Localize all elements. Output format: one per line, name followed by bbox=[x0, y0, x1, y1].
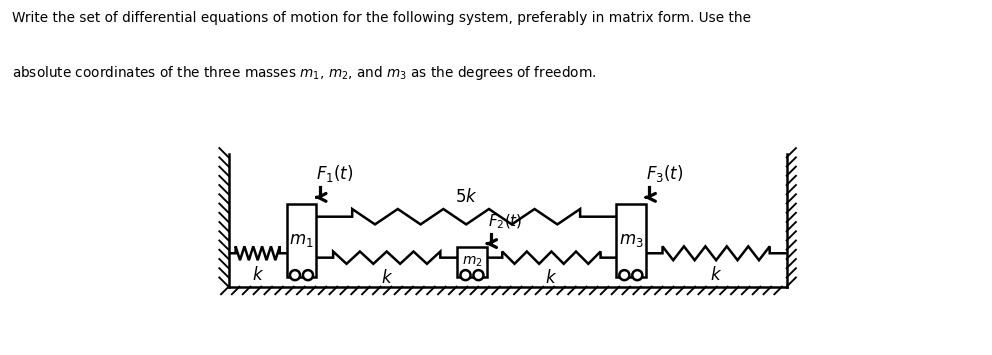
Bar bbox=[616, 203, 646, 277]
Text: absolute coordinates of the three masses $m_1$, $m_2$, and $m_3$ as the degrees : absolute coordinates of the three masses… bbox=[12, 64, 596, 82]
Circle shape bbox=[473, 270, 483, 280]
Text: $m_1$: $m_1$ bbox=[290, 231, 313, 249]
Circle shape bbox=[303, 270, 313, 280]
Bar bbox=[287, 203, 316, 277]
Text: $k$: $k$ bbox=[546, 269, 558, 287]
Text: $k$: $k$ bbox=[252, 266, 264, 284]
Text: $F_2(t)$: $F_2(t)$ bbox=[488, 213, 523, 231]
Text: Write the set of differential equations of motion for the following system, pref: Write the set of differential equations … bbox=[12, 11, 751, 24]
Text: $m_2$: $m_2$ bbox=[461, 255, 482, 269]
Text: $m_3$: $m_3$ bbox=[618, 231, 643, 249]
Bar bbox=[457, 247, 487, 277]
Text: $k$: $k$ bbox=[710, 266, 722, 284]
Text: $F_1(t)$: $F_1(t)$ bbox=[316, 163, 354, 184]
Circle shape bbox=[460, 270, 470, 280]
Text: $k$: $k$ bbox=[381, 269, 393, 287]
Circle shape bbox=[290, 270, 300, 280]
Circle shape bbox=[632, 270, 643, 280]
Text: $5k$: $5k$ bbox=[454, 188, 477, 206]
Circle shape bbox=[619, 270, 629, 280]
Text: $F_3(t)$: $F_3(t)$ bbox=[646, 163, 683, 184]
